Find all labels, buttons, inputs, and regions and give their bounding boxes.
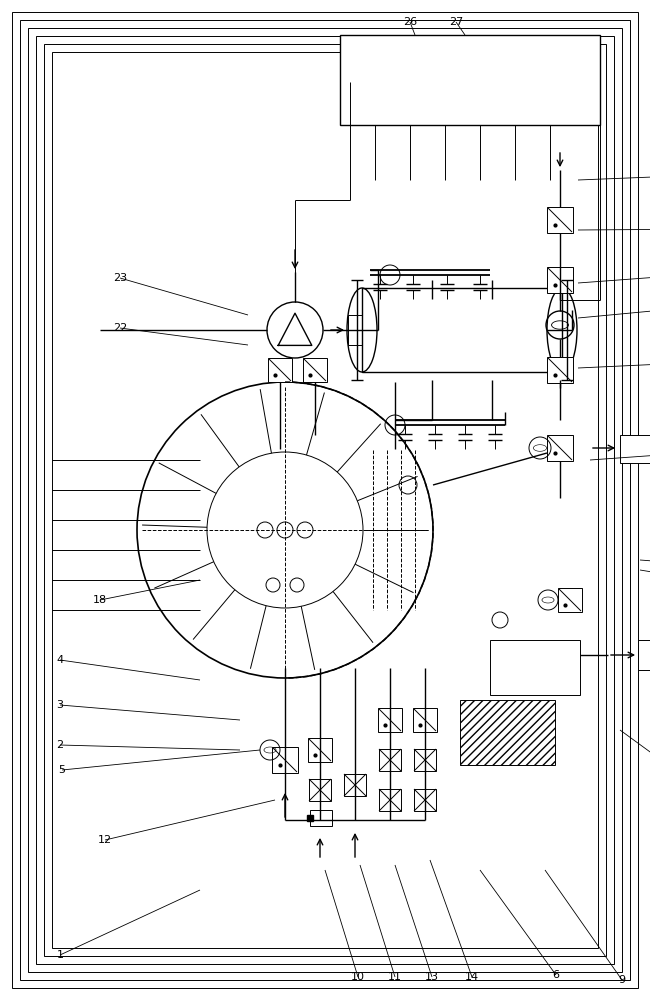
Bar: [547, 267, 573, 293]
Bar: [52, 52, 598, 948]
Bar: [272, 747, 298, 773]
Bar: [379, 749, 401, 771]
Bar: [620, 435, 650, 463]
Text: 9: 9: [618, 975, 625, 985]
Text: 22: 22: [113, 323, 127, 333]
Text: 4: 4: [57, 655, 64, 665]
Text: 13: 13: [425, 972, 439, 982]
Bar: [547, 207, 573, 233]
Bar: [547, 357, 573, 383]
Bar: [268, 358, 292, 382]
Text: 11: 11: [388, 972, 402, 982]
Bar: [414, 749, 436, 771]
Bar: [309, 779, 331, 801]
Bar: [547, 435, 573, 461]
Text: 1: 1: [57, 950, 64, 960]
Bar: [638, 640, 650, 670]
Bar: [303, 358, 327, 382]
Text: 23: 23: [113, 273, 127, 283]
Text: 3: 3: [57, 700, 64, 710]
Bar: [348, 315, 378, 345]
Text: 5: 5: [58, 765, 66, 775]
Text: 14: 14: [465, 972, 479, 982]
Bar: [310, 810, 332, 826]
Bar: [362, 288, 562, 372]
Text: 6: 6: [552, 970, 560, 980]
Bar: [36, 36, 614, 964]
Bar: [44, 44, 606, 956]
Bar: [340, 35, 600, 125]
Bar: [490, 640, 580, 695]
Bar: [414, 789, 436, 811]
Bar: [378, 708, 402, 732]
Text: 12: 12: [98, 835, 112, 845]
Text: 10: 10: [351, 972, 365, 982]
Bar: [379, 789, 401, 811]
Text: 18: 18: [93, 595, 107, 605]
Bar: [558, 588, 582, 612]
Text: 26: 26: [403, 17, 417, 27]
Bar: [460, 700, 555, 765]
Text: 27: 27: [449, 17, 463, 27]
Bar: [344, 774, 366, 796]
Bar: [413, 708, 437, 732]
Bar: [308, 738, 332, 762]
Text: 2: 2: [57, 740, 64, 750]
